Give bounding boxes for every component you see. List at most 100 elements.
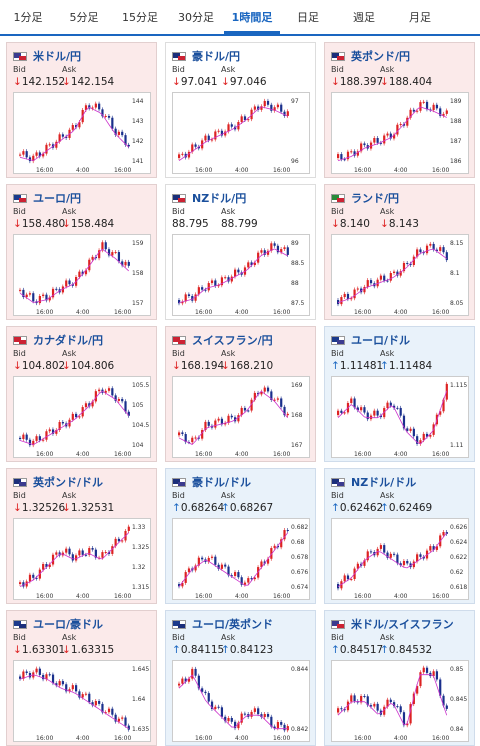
pair-title[interactable]: ユーロ/英ポンド: [172, 616, 273, 632]
rate-card[interactable]: ユーロ/英ポンド Bid Ask ↑0.84115 ↑0.84123 0.844 0.842…: [165, 610, 316, 746]
tab-6[interactable]: 週足: [353, 11, 375, 24]
price-chart[interactable]: 159 158 157 16:00 4:00 16:00: [13, 234, 151, 316]
pair-title[interactable]: 米ドル/スイスフラン: [331, 616, 454, 632]
candle: [360, 407, 363, 411]
candle: [220, 130, 224, 136]
candle: [266, 250, 270, 255]
candle: [442, 113, 445, 116]
y-tick-label: 159: [132, 240, 144, 247]
pair-name[interactable]: カナダドル/円: [33, 334, 104, 347]
price-chart[interactable]: 189 188 187 186 16:00 4:00 16:00: [331, 92, 469, 174]
rate-card[interactable]: 米ドル/円 Bid Ask ↓142.152 ↓142.154 144 143 142 141 1…: [6, 42, 157, 178]
pair-name[interactable]: ユーロ/英ポンド: [192, 618, 274, 631]
price-chart[interactable]: 0.844 0.842 16:00 4:00 16:00: [172, 660, 310, 742]
pair-title[interactable]: ユーロ/円: [13, 190, 81, 206]
price-chart[interactable]: 105.5 105 104.5 104 16:00 4:00 16:00: [13, 376, 151, 458]
rate-card[interactable]: 米ドル/スイスフラン Bid Ask ↑0.84517 ↑0.84532 0.85 0.84…: [324, 610, 475, 746]
rate-card[interactable]: 豪ドル/円 Bid Ask ↓97.041 ↓97.046 97 96 16:00 4:00 16…: [165, 42, 316, 178]
rate-card[interactable]: ユーロ/豪ドル Bid Ask ↓1.63301 ↓1.63315 1.645 1.64 1.…: [6, 610, 157, 746]
tab-1[interactable]: 5分足: [69, 11, 99, 24]
tab-4[interactable]: 1時間足: [224, 0, 280, 34]
pair-title[interactable]: カナダドル/円: [13, 332, 103, 348]
pair-title[interactable]: 米ドル/円: [13, 48, 81, 64]
price-chart[interactable]: 89 88.5 88 87.5 16:00 4:00 16:00: [172, 234, 310, 316]
candle: [58, 681, 61, 686]
rate-card[interactable]: ユーロ/ドル Bid Ask ↑1.11481 ↑1.11484 1.115 1.11 16:…: [324, 326, 475, 462]
pair-name[interactable]: 英ポンド/円: [351, 50, 411, 63]
candle: [402, 415, 406, 429]
price-chart[interactable]: 1.645 1.64 1.635 16:00 4:00 16:00: [13, 660, 151, 742]
rate-card[interactable]: ユーロ/円 Bid Ask ↓158.480 ↓158.484 159 158 157 16:0…: [6, 184, 157, 320]
candle: [406, 262, 409, 264]
pair-name[interactable]: 英ポンド/ドル: [33, 476, 104, 489]
candle: [197, 557, 200, 566]
candle: [393, 405, 396, 408]
pair-title[interactable]: ユーロ/ドル: [331, 332, 410, 348]
rate-card[interactable]: NZドル/円 Bid Ask 88.795 88.799 89 88.5 88 87.5 16:0…: [165, 184, 316, 320]
y-tick-label: 0.842: [291, 726, 308, 733]
x-tick-label: 4:00: [76, 451, 90, 458]
price-chart[interactable]: 0.682 0.68 0.678 0.676 0.674 16:00 4:00 16:00: [172, 518, 310, 600]
price-chart[interactable]: 144 143 142 141 16:00 4:00 16:00: [13, 92, 151, 174]
tab-3[interactable]: 30分足: [178, 11, 214, 24]
rate-card[interactable]: 英ポンド/円 Bid Ask ↓188.397 ↓188.404 189 188 187 186…: [324, 42, 475, 178]
price-chart[interactable]: 1.33 1.325 1.32 1.315 16:00 4:00 16:00: [13, 518, 151, 600]
candle: [419, 102, 422, 111]
candle: [117, 718, 121, 722]
price-chart[interactable]: 0.85 0.845 0.84 16:00 4:00 16:00: [331, 660, 469, 742]
pair-name[interactable]: ユーロ/ドル: [351, 334, 411, 347]
pair-name[interactable]: ユーロ/円: [33, 192, 82, 205]
candle: [396, 124, 399, 135]
candle: [187, 151, 191, 158]
pair-name[interactable]: スイスフラン/円: [192, 334, 273, 347]
rate-card[interactable]: 豪ドル/ドル Bid Ask ↑0.68264 ↑0.68267 0.682 0.68 0.6…: [165, 468, 316, 604]
price-chart[interactable]: 169 168 167 16:00 4:00 16:00: [172, 376, 310, 458]
candle: [379, 415, 383, 418]
pair-title[interactable]: スイスフラン/円: [172, 332, 273, 348]
pair-title[interactable]: 英ポンド/円: [331, 48, 410, 64]
ask-value: ↑0.62469: [380, 502, 433, 514]
candle: [28, 574, 32, 582]
price-chart[interactable]: 8.15 8.1 8.05 16:00 4:00 16:00: [331, 234, 469, 316]
tab-2[interactable]: 15分足: [122, 11, 158, 24]
pair-title[interactable]: 豪ドル/円: [172, 48, 240, 64]
pair-name[interactable]: ユーロ/豪ドル: [33, 618, 104, 631]
tab-7[interactable]: 月足: [409, 11, 431, 24]
pair-title[interactable]: ユーロ/豪ドル: [13, 616, 103, 632]
pair-name[interactable]: 豪ドル/ドル: [192, 476, 252, 489]
candle: [439, 108, 442, 116]
candle: [373, 138, 376, 143]
pair-name[interactable]: NZドル/ドル: [351, 476, 417, 489]
bid-label: Bid: [172, 633, 185, 642]
price-chart[interactable]: 0.626 0.624 0.622 0.62 0.618 16:00 4:00 16:00: [331, 518, 469, 600]
pair-name[interactable]: NZドル/円: [192, 192, 247, 205]
pair-title[interactable]: NZドル/円: [172, 190, 246, 206]
candle: [94, 103, 97, 108]
rate-card[interactable]: カナダドル/円 Bid Ask ↓104.802 ↓104.806 105.5 105 104…: [6, 326, 157, 462]
pair-title[interactable]: 英ポンド/ドル: [13, 474, 103, 490]
tab-0[interactable]: 1分足: [13, 11, 43, 24]
rate-card[interactable]: スイスフラン/円 Bid Ask ↓168.194 ↓168.210 169 168 167 1…: [165, 326, 316, 462]
pair-name[interactable]: ランド/円: [351, 192, 400, 205]
pair-name[interactable]: 米ドル/スイスフラン: [351, 618, 454, 631]
candle: [194, 668, 197, 676]
candle: [187, 678, 191, 682]
candle: [393, 271, 396, 273]
rate-card[interactable]: NZドル/ドル Bid Ask ↑0.62462 ↑0.62469 0.626 0.624 0…: [324, 468, 475, 604]
rate-card[interactable]: ランド/円 Bid Ask ↓8.140 ↓8.143 8.15 8.1 8.05 16:00 4…: [324, 184, 475, 320]
candle: [91, 401, 94, 407]
pair-title[interactable]: NZドル/ドル: [331, 474, 416, 490]
rate-card[interactable]: 英ポンド/ドル Bid Ask ↓1.32526 ↓1.32531 1.33 1.325 1.…: [6, 468, 157, 604]
pair-title[interactable]: 豪ドル/ドル: [172, 474, 251, 490]
y-tick-label: 0.845: [450, 696, 467, 703]
pair-name[interactable]: 豪ドル/円: [192, 50, 241, 63]
tab-5[interactable]: 日足: [297, 11, 319, 24]
pair-name[interactable]: 米ドル/円: [33, 50, 82, 63]
candle: [48, 144, 51, 146]
ask-label: Ask: [380, 65, 395, 74]
candle: [217, 285, 220, 287]
price-chart[interactable]: 97 96 16:00 4:00 16:00: [172, 92, 310, 174]
price-chart[interactable]: 1.115 1.11 16:00 4:00 16:00: [331, 376, 469, 458]
pair-title[interactable]: ランド/円: [331, 190, 399, 206]
